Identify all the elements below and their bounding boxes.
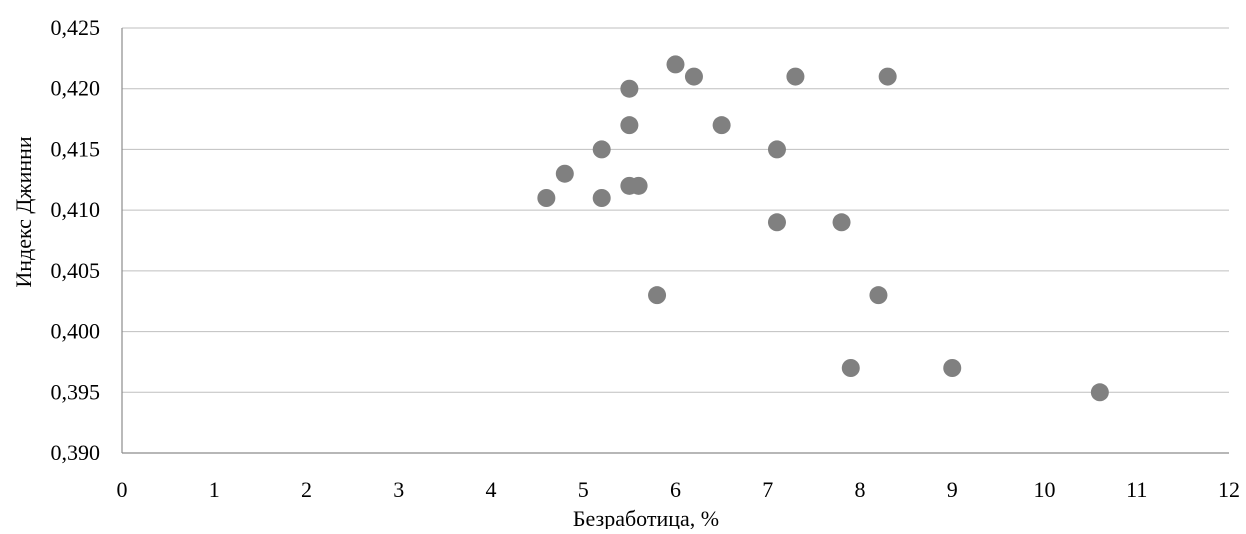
x-tick-label: 4 (486, 477, 497, 502)
data-point (629, 176, 648, 195)
x-tick-label: 10 (1034, 477, 1056, 502)
x-tick-label: 7 (762, 477, 773, 502)
data-points (537, 55, 1109, 402)
y-tick-label: 0,415 (51, 136, 101, 161)
x-tick-label: 3 (393, 477, 404, 502)
y-tick-label: 0,420 (51, 76, 101, 101)
x-tick-label: 12 (1218, 477, 1240, 502)
data-point (832, 213, 851, 232)
data-point (592, 140, 611, 159)
data-point (555, 164, 574, 183)
gridlines (122, 27, 1229, 393)
y-axis-title: Индекс Джинни (11, 136, 36, 288)
data-point (666, 55, 685, 74)
data-point (878, 67, 897, 86)
x-tick-label: 5 (578, 477, 589, 502)
data-point (943, 359, 962, 377)
data-point (841, 359, 860, 377)
data-point (1090, 383, 1109, 402)
x-tick-label: 1 (209, 477, 220, 502)
y-tick-label: 0,395 (51, 379, 101, 404)
data-point (592, 189, 611, 207)
x-tick-label: 2 (301, 477, 312, 502)
data-point (537, 189, 556, 207)
x-tick-label: 0 (117, 477, 128, 502)
data-point (620, 116, 639, 135)
x-tick-labels: 0 1 2 3 4 5 6 7 8 9 10 11 12 (117, 477, 1241, 502)
y-tick-label: 0,410 (51, 197, 101, 222)
x-tick-label: 11 (1126, 477, 1147, 502)
data-point (869, 286, 888, 305)
y-tick-labels: 0,390 0,395 0,400 0,405 0,410 0,415 0,420 0,425 (51, 15, 101, 465)
data-point (712, 116, 731, 135)
data-point (620, 79, 639, 98)
data-point (684, 67, 703, 86)
x-tick-label: 6 (670, 477, 681, 502)
x-tick-label: 8 (855, 477, 866, 502)
data-point (767, 213, 786, 232)
y-tick-label: 0,390 (51, 440, 101, 465)
y-tick-label: 0,400 (51, 319, 101, 344)
data-point (786, 67, 805, 86)
x-axis-title: Безработица, % (573, 506, 719, 529)
y-tick-label: 0,405 (51, 258, 101, 283)
x-tick-label: 9 (947, 477, 958, 502)
data-point (648, 286, 667, 305)
axes (121, 28, 1229, 454)
data-point (767, 140, 786, 159)
y-tick-label: 0,425 (51, 15, 101, 40)
